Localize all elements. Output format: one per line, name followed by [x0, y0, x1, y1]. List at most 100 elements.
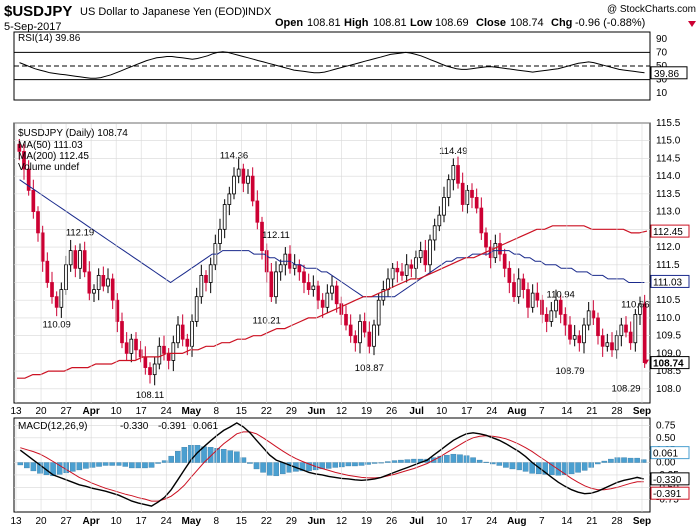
candle-up — [92, 289, 96, 294]
candle-up — [199, 275, 204, 298]
macd-histogram-bar — [24, 462, 30, 469]
x-tick-label: 22 — [261, 516, 273, 527]
candle-down — [362, 321, 367, 333]
price-annotation: 114.36 — [220, 150, 248, 161]
candle-down — [22, 150, 26, 170]
candle-up — [530, 292, 535, 308]
x-tick-label: 15 — [236, 406, 248, 417]
candle-up — [554, 299, 558, 312]
price-panel — [13, 122, 651, 404]
rsi-tick-label: 30 — [656, 75, 668, 86]
macd-histogram-bar — [17, 462, 24, 466]
candle-up — [68, 250, 73, 266]
price-tick-label: 111.5 — [656, 260, 680, 271]
candle-down — [36, 211, 40, 234]
candle-down — [120, 321, 124, 344]
price-tick-label: 114.0 — [656, 171, 681, 182]
x-tick-label: 12 — [336, 406, 348, 417]
macd-histogram-bar — [37, 462, 43, 474]
last-price-arrow-icon — [643, 359, 649, 365]
x-tick-label: 26 — [386, 406, 398, 417]
open-label: Open — [275, 17, 303, 29]
macd-histogram-bar — [325, 462, 332, 469]
macd-histogram-bar — [142, 462, 148, 469]
candle-down — [642, 303, 647, 363]
last-price-tag — [650, 356, 690, 370]
macd-histogram-bar — [608, 458, 614, 463]
candle-up — [572, 335, 577, 340]
candle-up — [190, 321, 194, 347]
candle-up — [106, 278, 110, 287]
candle-down — [344, 313, 348, 326]
candle-down — [166, 352, 171, 361]
candle-down — [498, 243, 502, 255]
candle-down — [204, 275, 208, 283]
x-tick-label: 24 — [161, 516, 173, 527]
macd-legend-title: MACD(12,26,9) — [18, 421, 87, 432]
macd-histogram-bar — [247, 462, 253, 464]
macd-histogram-bar — [70, 462, 76, 472]
x-tick-label: 7 — [539, 516, 545, 527]
macd-histogram-bar — [50, 462, 56, 477]
candle-down — [185, 338, 190, 347]
price-tick-label: 108.5 — [656, 366, 681, 377]
candle-down — [334, 285, 339, 305]
x-tick-label: Jun — [308, 406, 326, 417]
price-annotation: 110.94 — [546, 290, 574, 301]
candle-down — [134, 338, 138, 351]
macd-histogram-bar — [234, 451, 240, 463]
symbol: $USDJPY — [4, 3, 72, 20]
candle-down — [50, 282, 54, 298]
rsi-layer: 103050709039.86 — [14, 34, 688, 99]
macd-histogram-bar — [627, 457, 634, 463]
macd-histogram-bar — [188, 445, 194, 463]
candle-down — [367, 331, 372, 347]
candle-up — [330, 285, 334, 294]
price-tick-label: 108.0 — [656, 384, 681, 395]
macd-histogram-bar — [240, 457, 247, 463]
candle-down — [353, 335, 358, 344]
candle-down — [26, 168, 31, 191]
macd-histogram-bar — [30, 462, 37, 472]
candle-up — [432, 225, 437, 241]
x-tick-label: May — [182, 406, 202, 417]
macd-legend-macd: -0.330 — [120, 421, 149, 432]
candle-up — [582, 324, 586, 344]
candle-up — [171, 342, 176, 361]
candle-up — [437, 214, 442, 227]
macd-histogram-bar — [207, 447, 214, 463]
x-tick-label: Jul — [409, 516, 424, 527]
macd-histogram-bar — [266, 462, 273, 476]
macd-histogram-bar — [444, 454, 450, 463]
x-tick-label: Jun — [308, 516, 326, 527]
macd-histogram-bar — [220, 449, 227, 463]
x-tick-label: 24 — [486, 406, 498, 417]
rsi-tick-label: 70 — [656, 47, 668, 58]
macd-histogram-bar — [509, 462, 516, 470]
rsi-line — [19, 51, 645, 79]
candle-up — [372, 324, 376, 347]
candle-up — [194, 296, 199, 322]
candle-up — [292, 264, 297, 269]
x-tick-label: 17 — [461, 516, 473, 527]
macd-histogram-bar — [542, 462, 549, 475]
x-tick-label: 24 — [486, 516, 498, 527]
price-annotation: 108.11 — [136, 390, 164, 401]
x-tick-label: 19 — [361, 516, 373, 527]
x-tick-label: 15 — [236, 516, 248, 527]
candle-up — [283, 253, 288, 266]
candle-down — [40, 232, 45, 262]
x-tick-label: 7 — [539, 406, 545, 417]
macd-histogram-bar — [614, 457, 621, 463]
candle-down — [180, 324, 185, 340]
x-tick-label: 13 — [10, 516, 22, 527]
candle-up — [278, 264, 283, 273]
macd-histogram-bar — [503, 462, 509, 468]
ma50-tag-value: 111.03 — [653, 277, 683, 288]
macd-panel — [13, 417, 651, 513]
macd-histogram-bar — [352, 462, 358, 467]
candle-up — [451, 165, 456, 181]
candle-up — [222, 204, 227, 230]
price-annotation: 110.66 — [621, 300, 649, 311]
